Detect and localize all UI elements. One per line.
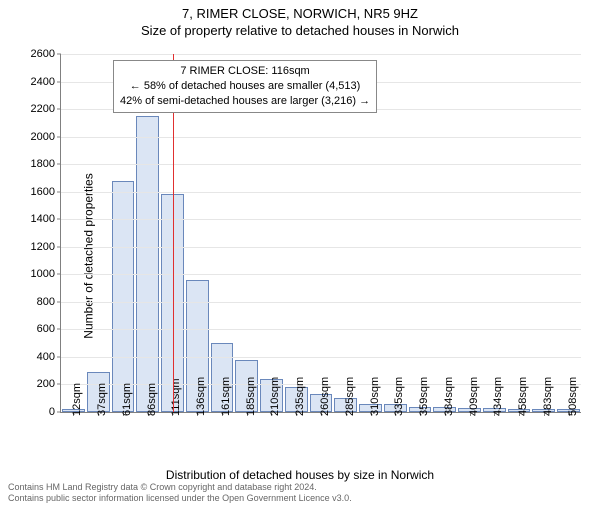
x-tick: 458sqm xyxy=(517,377,529,416)
x-tick: 111sqm xyxy=(170,378,182,416)
footer: Contains HM Land Registry data © Crown c… xyxy=(8,482,352,504)
gridline xyxy=(61,54,581,55)
annotation-line: 42% of semi-detached houses are larger (… xyxy=(120,94,370,109)
gridline xyxy=(61,357,581,358)
x-axis-label: Distribution of detached houses by size … xyxy=(166,468,434,482)
annotation-line: ← 58% of detached houses are smaller (4,… xyxy=(120,79,370,94)
bar xyxy=(136,116,159,412)
plot-area: 0200400600800100012001400160018002000220… xyxy=(60,54,581,413)
x-tick: 235sqm xyxy=(294,377,306,416)
x-tick: 335sqm xyxy=(393,377,405,416)
gridline xyxy=(61,274,581,275)
x-tick: 310sqm xyxy=(369,377,381,416)
x-tick: 12sqm xyxy=(71,383,83,416)
y-tick: 400 xyxy=(37,351,61,363)
y-tick: 1400 xyxy=(31,213,61,225)
y-tick: 2000 xyxy=(31,131,61,143)
y-tick: 2200 xyxy=(31,103,61,115)
x-tick: 61sqm xyxy=(121,383,133,416)
x-tick: 384sqm xyxy=(443,377,455,416)
x-tick: 185sqm xyxy=(245,377,257,416)
footer-line2: Contains public sector information licen… xyxy=(8,493,352,504)
histogram-chart: 7, RIMER CLOSE, NORWICH, NR5 9HZ Size of… xyxy=(0,6,600,506)
y-tick: 1800 xyxy=(31,158,61,170)
x-tick: 161sqm xyxy=(220,377,232,416)
y-tick: 2400 xyxy=(31,76,61,88)
x-tick: 409sqm xyxy=(468,377,480,416)
y-tick: 1000 xyxy=(31,268,61,280)
y-tick: 0 xyxy=(49,406,61,418)
y-tick: 800 xyxy=(37,296,61,308)
annotation-box: 7 RIMER CLOSE: 116sqm← 58% of detached h… xyxy=(113,60,377,113)
gridline xyxy=(61,137,581,138)
x-tick: 260sqm xyxy=(319,377,331,416)
bar xyxy=(112,181,135,412)
gridline xyxy=(61,164,581,165)
gridline xyxy=(61,192,581,193)
chart-title: 7, RIMER CLOSE, NORWICH, NR5 9HZ xyxy=(0,6,600,21)
x-tick: 285sqm xyxy=(344,377,356,416)
gridline xyxy=(61,302,581,303)
x-tick: 508sqm xyxy=(567,377,579,416)
gridline xyxy=(61,219,581,220)
y-tick: 1200 xyxy=(31,241,61,253)
annotation-line: 7 RIMER CLOSE: 116sqm xyxy=(120,64,370,79)
x-tick: 136sqm xyxy=(195,377,207,416)
gridline xyxy=(61,329,581,330)
y-tick: 600 xyxy=(37,323,61,335)
x-tick: 86sqm xyxy=(146,383,158,416)
y-tick: 200 xyxy=(37,378,61,390)
footer-line1: Contains HM Land Registry data © Crown c… xyxy=(8,482,352,493)
y-tick: 2600 xyxy=(31,48,61,60)
x-tick: 359sqm xyxy=(418,377,430,416)
y-tick: 1600 xyxy=(31,186,61,198)
x-tick: 210sqm xyxy=(269,377,281,416)
x-tick: 483sqm xyxy=(542,377,554,416)
x-tick: 434sqm xyxy=(492,377,504,416)
chart-subtitle: Size of property relative to detached ho… xyxy=(0,23,600,38)
gridline xyxy=(61,247,581,248)
x-tick: 37sqm xyxy=(96,383,108,416)
